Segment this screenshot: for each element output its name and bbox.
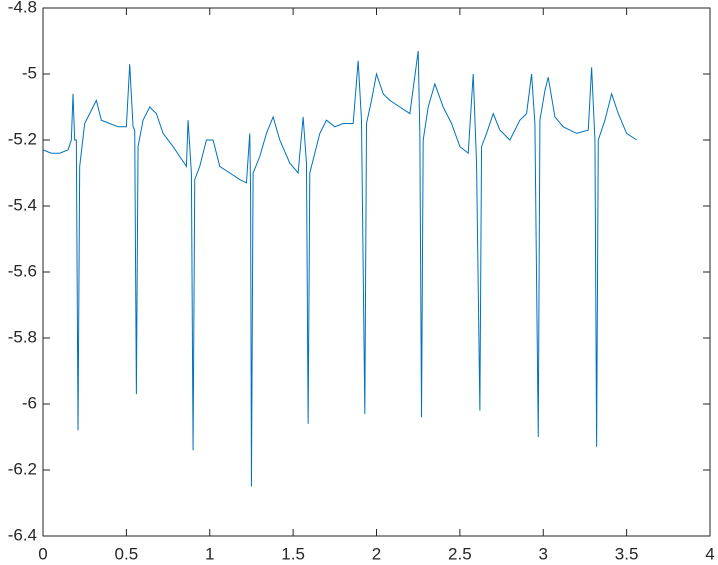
y-tick-label: -5.6 [8,261,37,280]
plot-frame [42,7,711,537]
y-tick-label: -5.2 [8,129,37,148]
y-tick-label: -6.4 [8,525,37,544]
x-tick-label: 3.5 [615,544,639,563]
x-tick-label: 2 [372,544,381,563]
x-tick-label: 0 [38,544,47,563]
y-tick-label: -5 [22,63,37,82]
x-tick-label: 1.5 [281,544,305,563]
x-tick-label: 4 [705,544,714,563]
x-tick-label: 2.5 [448,544,472,563]
x-tick-label: 1 [205,544,214,563]
x-tick-label: 3 [539,544,548,563]
x-tick-label: 0.5 [115,544,139,563]
y-tick-label: -6.2 [8,459,37,478]
y-tick-label: -6 [22,393,37,412]
y-tick-label: -5.4 [8,195,37,214]
line-series [42,50,637,487]
y-tick-label: -5.8 [8,327,37,346]
y-tick-label: -4.8 [8,0,37,16]
